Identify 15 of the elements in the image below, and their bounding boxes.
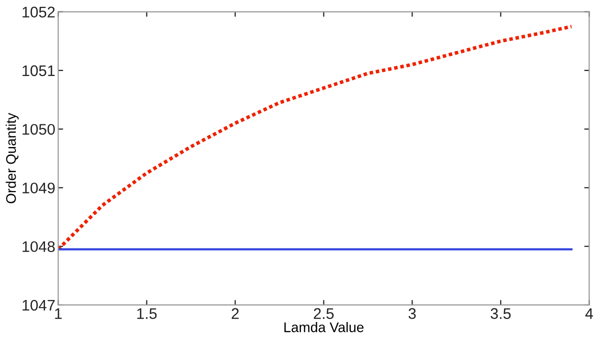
y-tick-label: 1048	[22, 241, 55, 252]
y-tick-label: 1049	[22, 182, 55, 194]
x-tick-label: 2.5	[314, 308, 334, 319]
y-tick-label: 1052	[22, 6, 55, 18]
x-axis-title: Lamda Value	[284, 322, 364, 332]
y-tick-label: 1051	[22, 65, 55, 76]
x-tick-label: 2	[232, 308, 239, 319]
x-tick-label: 3.5	[490, 308, 511, 319]
y-axis-title: Order Quantity	[6, 112, 19, 204]
x-tick-label: 3	[408, 308, 416, 319]
y-tick-label: 1050	[22, 124, 55, 135]
y-tick-label: 1047	[22, 300, 55, 311]
x-tick-label: 4	[585, 308, 593, 319]
x-tick-label: 1	[55, 308, 62, 319]
x-tick-label: 1.5	[137, 308, 157, 319]
